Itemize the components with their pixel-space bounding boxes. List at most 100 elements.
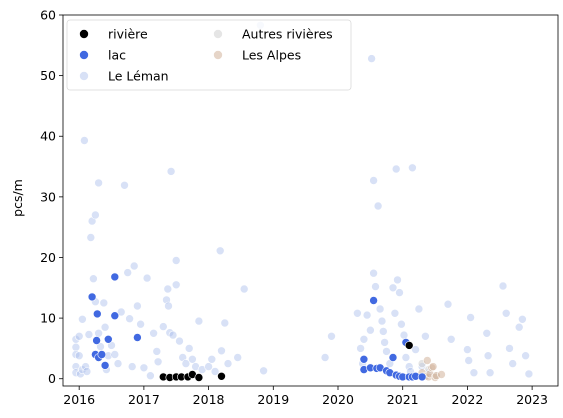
series-rivière [159, 341, 413, 381]
x-tick-label: 2022 [452, 392, 484, 407]
data-point [368, 55, 376, 63]
data-point [78, 315, 86, 323]
data-point [381, 338, 389, 346]
x-tick-label: 2020 [322, 392, 354, 407]
data-point [518, 315, 526, 323]
data-point [93, 310, 101, 318]
data-point [146, 372, 154, 380]
data-point [100, 299, 108, 307]
data-point [374, 202, 382, 210]
data-point [72, 343, 80, 351]
data-point [402, 354, 410, 362]
data-point [185, 344, 193, 352]
data-point [195, 317, 203, 325]
data-point [372, 283, 380, 291]
y-tick-label: 10 [40, 311, 56, 326]
data-point [321, 354, 329, 362]
data-point [124, 269, 132, 277]
data-point [114, 360, 122, 368]
y-tick-label: 0 [48, 371, 56, 386]
data-point [172, 281, 180, 289]
data-point [165, 302, 173, 310]
data-point [383, 347, 391, 355]
data-point [405, 341, 413, 349]
data-point [176, 337, 184, 345]
data-point [153, 347, 161, 355]
data-point [357, 344, 365, 352]
y-axis-title: pcs/m [10, 179, 25, 217]
legend: rivièrelacLe LémanAutres rivièresLes Alp… [67, 20, 351, 90]
data-point [98, 351, 106, 359]
data-point [140, 364, 148, 372]
y-axis: 0 10 20 30 40 50 60 [40, 8, 63, 387]
data-point [486, 369, 494, 377]
data-point [85, 331, 93, 339]
data-point [150, 329, 158, 337]
data-point [379, 327, 387, 335]
y-tick-label: 40 [40, 129, 56, 144]
data-point [130, 262, 138, 270]
x-tick-label: 2018 [193, 392, 225, 407]
legend-label: lac [108, 48, 126, 63]
data-point [376, 305, 384, 313]
data-point [224, 360, 232, 368]
data-point [195, 374, 203, 382]
data-point [389, 354, 397, 362]
data-point [483, 329, 491, 337]
data-point [89, 275, 97, 283]
x-tick-label: 2023 [516, 392, 548, 407]
data-point [87, 234, 95, 242]
data-point [467, 314, 475, 322]
data-point [438, 371, 446, 379]
data-point [463, 346, 471, 354]
data-point [80, 137, 88, 145]
data-point [392, 165, 400, 173]
data-point [133, 302, 141, 310]
x-tick-label: 2019 [257, 392, 289, 407]
legend-marker [214, 30, 223, 39]
legend-marker [80, 51, 89, 60]
data-point [221, 319, 229, 327]
data-point [465, 357, 473, 365]
legend-label: Le Léman [108, 69, 169, 84]
data-point [328, 332, 336, 340]
data-point [396, 289, 404, 297]
data-point [234, 354, 242, 362]
data-point [137, 320, 145, 328]
data-point [169, 331, 177, 339]
data-point [506, 344, 514, 352]
legend-marker [80, 72, 89, 81]
data-point [218, 372, 226, 380]
data-point [188, 355, 196, 363]
data-point [394, 276, 402, 284]
data-point [95, 329, 103, 337]
data-point [397, 320, 405, 328]
data-point [83, 368, 91, 376]
data-point [378, 317, 386, 325]
data-point [525, 370, 533, 378]
data-point [444, 300, 452, 308]
data-point [415, 305, 423, 313]
data-point [360, 335, 368, 343]
legend-label: Les Alpes [242, 48, 301, 63]
data-point [121, 181, 129, 189]
data-point [360, 355, 368, 363]
data-point [470, 369, 478, 377]
data-point [429, 363, 437, 371]
data-point [126, 315, 134, 323]
data-point [75, 332, 83, 340]
data-point [260, 367, 268, 375]
data-point [143, 274, 151, 282]
data-point [502, 309, 510, 317]
data-point [484, 352, 492, 360]
x-tick-label: 2017 [128, 392, 160, 407]
data-point [408, 164, 416, 172]
x-axis: 2016 2017 2018 2019 2020 2021 2022 2023 [63, 386, 548, 407]
data-point [164, 285, 172, 293]
data-point [159, 323, 167, 331]
data-point [391, 309, 399, 317]
data-point [111, 273, 119, 281]
data-point [240, 285, 248, 293]
data-point [216, 247, 224, 255]
data-point [370, 297, 378, 305]
